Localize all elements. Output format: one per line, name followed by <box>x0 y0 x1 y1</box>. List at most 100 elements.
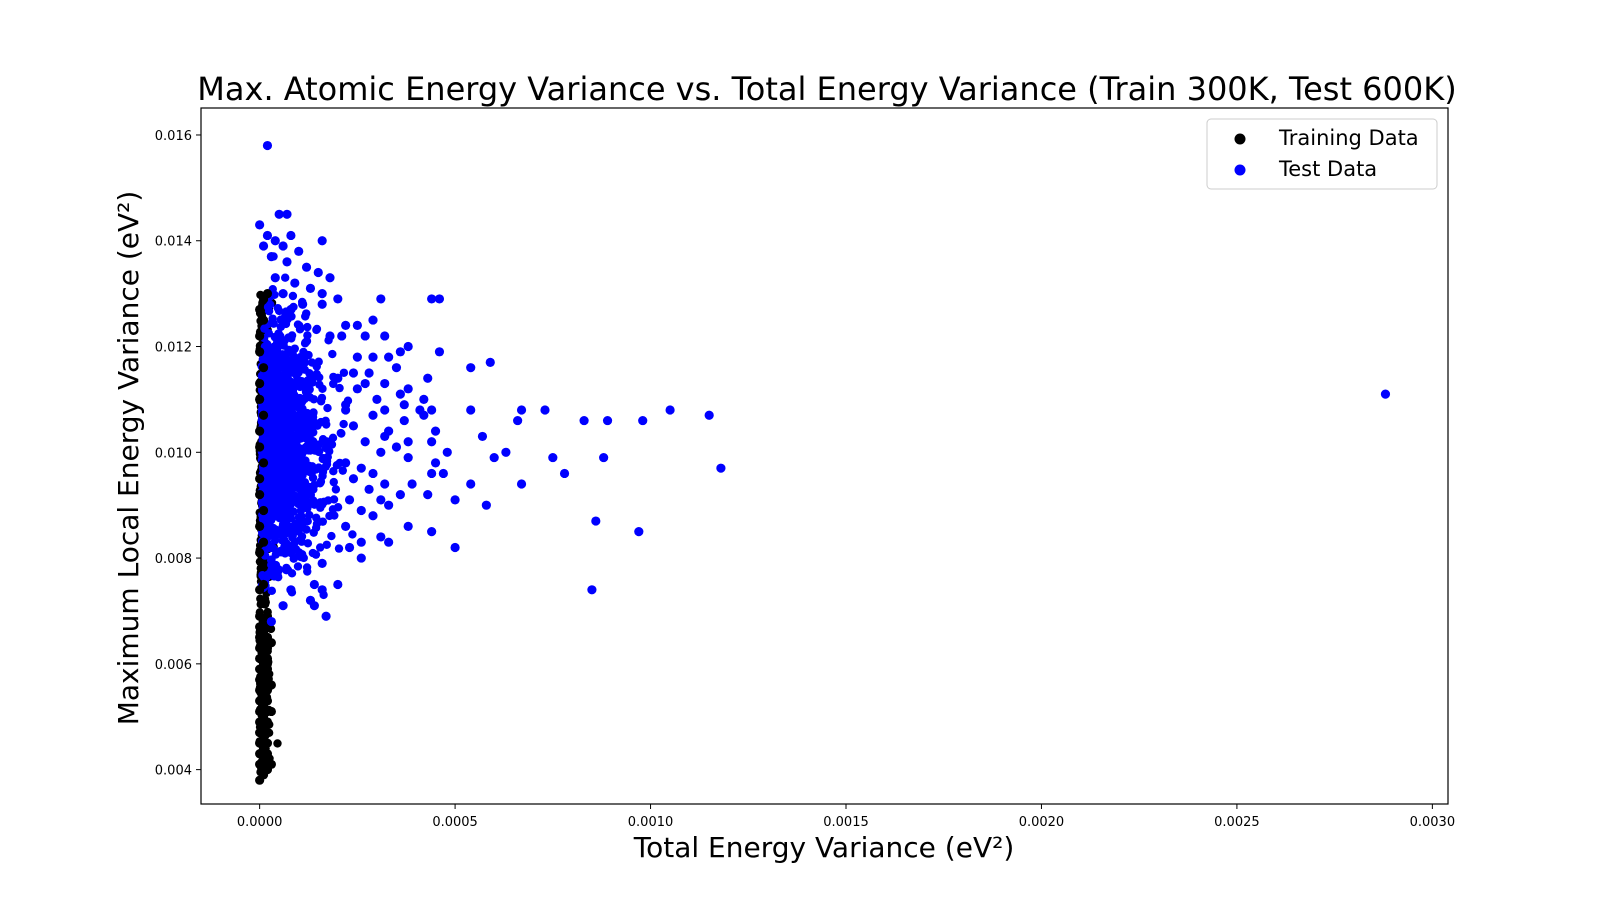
test-point <box>356 537 366 547</box>
test-point <box>634 527 644 537</box>
test-point <box>638 415 648 426</box>
test-point <box>288 430 298 440</box>
test-point <box>308 422 318 432</box>
training-point <box>255 426 265 436</box>
test-point <box>423 490 433 500</box>
test-point <box>309 579 319 590</box>
test-point <box>327 531 336 541</box>
test-point <box>303 504 312 513</box>
test-point <box>316 477 326 486</box>
test-point <box>339 419 348 429</box>
training-point <box>255 331 265 341</box>
training-point <box>255 521 265 531</box>
test-point <box>322 460 332 469</box>
test-point <box>442 447 452 457</box>
x-tick-label: 0.0005 <box>432 815 478 830</box>
test-point <box>300 352 309 361</box>
chart-title: Max. Atomic Energy Variance vs. Total En… <box>197 70 1456 108</box>
test-point <box>303 567 312 576</box>
training-point <box>255 548 265 558</box>
test-point <box>304 461 314 470</box>
test-point <box>334 544 344 553</box>
test-point <box>513 415 523 426</box>
test-point <box>286 304 296 315</box>
test-point <box>271 512 281 521</box>
test-point <box>356 553 366 563</box>
test-point <box>266 252 276 262</box>
test-point <box>277 356 287 366</box>
test-point <box>305 283 316 293</box>
test-point <box>311 372 320 381</box>
test-point <box>419 394 429 405</box>
legend-marker-training <box>1234 133 1246 145</box>
test-point <box>368 410 378 420</box>
test-point <box>331 485 341 494</box>
test-point <box>352 320 362 330</box>
test-point <box>278 601 288 611</box>
test-point <box>579 415 589 426</box>
test-point <box>287 312 296 321</box>
test-point <box>264 481 273 490</box>
test-point <box>315 380 324 389</box>
test-point <box>317 289 327 299</box>
test-point <box>548 452 558 463</box>
test-point <box>314 357 323 366</box>
test-point <box>587 585 597 595</box>
test-point <box>262 517 271 526</box>
test-point <box>258 529 267 538</box>
test-point <box>419 410 429 420</box>
test-point <box>291 545 301 554</box>
test-point <box>599 452 609 463</box>
x-tick-label: 0.0015 <box>823 815 869 830</box>
test-point <box>267 586 277 596</box>
test-point <box>348 421 359 431</box>
test-point <box>348 474 359 484</box>
test-point <box>286 514 296 523</box>
test-point <box>317 585 327 595</box>
training-point <box>255 304 265 315</box>
test-point <box>423 373 433 383</box>
test-point <box>341 458 351 468</box>
test-point <box>317 236 327 246</box>
test-point <box>269 467 279 476</box>
test-point <box>274 209 284 219</box>
test-point <box>339 368 349 377</box>
test-point <box>314 447 323 457</box>
test-point <box>284 333 293 342</box>
test-point <box>271 422 280 431</box>
test-point <box>434 294 445 304</box>
test-point <box>481 500 491 510</box>
test-point <box>274 489 284 498</box>
test-point <box>290 278 300 288</box>
test-point <box>352 384 362 394</box>
test-point <box>341 320 351 330</box>
test-point <box>352 352 362 362</box>
test-point <box>325 273 335 283</box>
test-point <box>403 341 413 352</box>
test-point <box>328 349 337 359</box>
test-point <box>368 315 378 325</box>
training-point <box>258 363 269 373</box>
y-tick-label: 0.016 <box>155 129 192 144</box>
test-point <box>395 490 405 500</box>
test-point <box>282 563 291 573</box>
training-point <box>255 611 265 621</box>
test-point <box>559 468 570 479</box>
test-point <box>281 319 291 329</box>
test-point <box>407 479 417 489</box>
test-point <box>312 519 322 529</box>
test-point <box>395 389 405 399</box>
test-point <box>318 435 328 444</box>
test-point <box>427 527 437 537</box>
test-point <box>270 236 280 246</box>
test-point <box>403 521 413 531</box>
test-point <box>333 294 343 304</box>
test-point <box>430 426 441 436</box>
test-point <box>308 548 318 558</box>
y-tick-label: 0.008 <box>155 552 192 567</box>
test-point <box>255 220 265 230</box>
test-point <box>310 500 319 509</box>
test-point <box>270 273 280 283</box>
test-point <box>280 542 289 552</box>
test-point <box>306 446 315 455</box>
